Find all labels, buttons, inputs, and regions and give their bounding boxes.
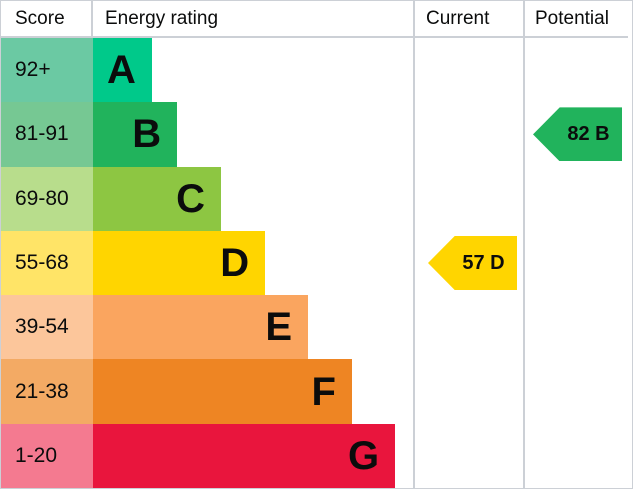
current-column: Current 57 D xyxy=(413,1,523,488)
rating-bar-e: E xyxy=(93,295,309,360)
potential-column-header: Potential xyxy=(525,1,628,38)
band-row-g: 1-20 G xyxy=(1,423,413,488)
band-row-d: 55-68 D xyxy=(1,230,413,296)
score-range: 92+ xyxy=(15,58,51,82)
score-cell: 69-80 xyxy=(1,166,93,231)
score-cell: 55-68 xyxy=(1,230,93,296)
current-column-header: Current xyxy=(415,1,523,38)
rating-bar-f: F xyxy=(93,359,352,424)
rating-bands: 92+ A 81-91 B 69-80 C 55-68 D 39-54 E 21… xyxy=(1,38,413,488)
potential-column: Potential 82 B xyxy=(523,1,628,488)
bar-area: B xyxy=(93,102,413,167)
bar-area: C xyxy=(93,166,413,231)
current-arrow: 57 D xyxy=(428,236,517,290)
score-cell: 39-54 xyxy=(1,295,93,360)
rating-bar-g: G xyxy=(93,423,396,488)
bar-area: A xyxy=(93,38,413,103)
rating-letter: G xyxy=(347,433,380,478)
rating-bar-d: D xyxy=(93,230,266,296)
score-range: 39-54 xyxy=(15,315,69,339)
score-range: 21-38 xyxy=(15,379,69,403)
score-column-header: Score xyxy=(1,1,93,36)
bar-area: G xyxy=(93,423,413,488)
rating-bar-a: A xyxy=(93,38,152,103)
score-cell: 21-38 xyxy=(1,359,93,424)
rating-header-row: Score Energy rating xyxy=(1,1,413,38)
rating-letter: F xyxy=(311,369,336,414)
band-row-a: 92+ A xyxy=(1,38,413,103)
potential-arrow: 82 B xyxy=(533,107,622,162)
bar-area: F xyxy=(93,359,413,424)
rating-letter: A xyxy=(106,48,136,93)
score-range: 55-68 xyxy=(15,250,69,274)
band-row-f: 21-38 F xyxy=(1,359,413,424)
potential-value: 82 B xyxy=(567,122,610,145)
bar-area: D xyxy=(93,230,413,296)
current-value: 57 D xyxy=(462,251,505,274)
rating-letter: E xyxy=(265,305,293,350)
score-range: 69-80 xyxy=(15,186,69,210)
rating-letter: B xyxy=(132,112,162,157)
score-range: 1-20 xyxy=(15,443,58,467)
rating-letter: D xyxy=(220,240,250,285)
score-cell: 92+ xyxy=(1,38,93,103)
rating-letter: C xyxy=(176,176,205,221)
score-cell: 81-91 xyxy=(1,102,93,167)
bar-area: E xyxy=(93,295,413,360)
band-row-e: 39-54 E xyxy=(1,295,413,360)
band-row-b: 81-91 B xyxy=(1,102,413,167)
band-row-c: 69-80 C xyxy=(1,166,413,231)
energy-rating-column-header: Energy rating xyxy=(105,7,219,29)
potential-arrow-area: 82 B xyxy=(525,38,628,488)
rating-bar-c: C xyxy=(93,166,221,231)
rating-bar-b: B xyxy=(93,102,178,167)
current-arrow-area: 57 D xyxy=(415,38,523,488)
rating-section: Score Energy rating 92+ A 81-91 B 69-80 … xyxy=(1,1,413,488)
score-range: 81-91 xyxy=(15,122,69,146)
score-cell: 1-20 xyxy=(1,423,93,488)
